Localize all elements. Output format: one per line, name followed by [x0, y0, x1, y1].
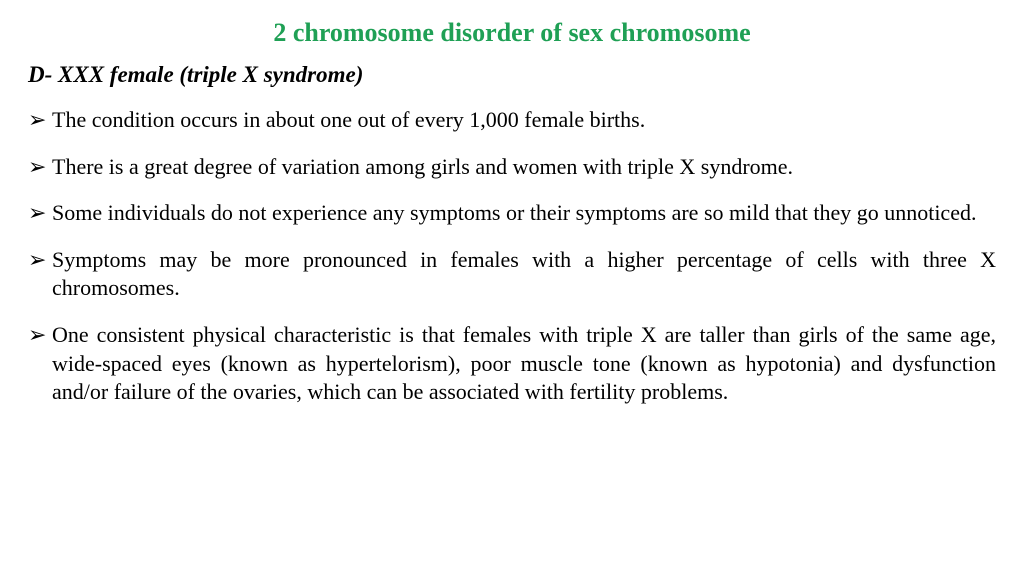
section-subtitle: D- XXX female (triple X syndrome) [28, 62, 996, 88]
list-item: Some individuals do not experience any s… [28, 199, 996, 228]
bullet-list: The condition occurs in about one out of… [28, 106, 996, 407]
page-title: 2 chromosome disorder of sex chromosome [28, 18, 996, 48]
list-item: One consistent physical characteristic i… [28, 321, 996, 407]
list-item: There is a great degree of variation amo… [28, 153, 996, 182]
list-item: The condition occurs in about one out of… [28, 106, 996, 135]
list-item: Symptoms may be more pronounced in femal… [28, 246, 996, 303]
